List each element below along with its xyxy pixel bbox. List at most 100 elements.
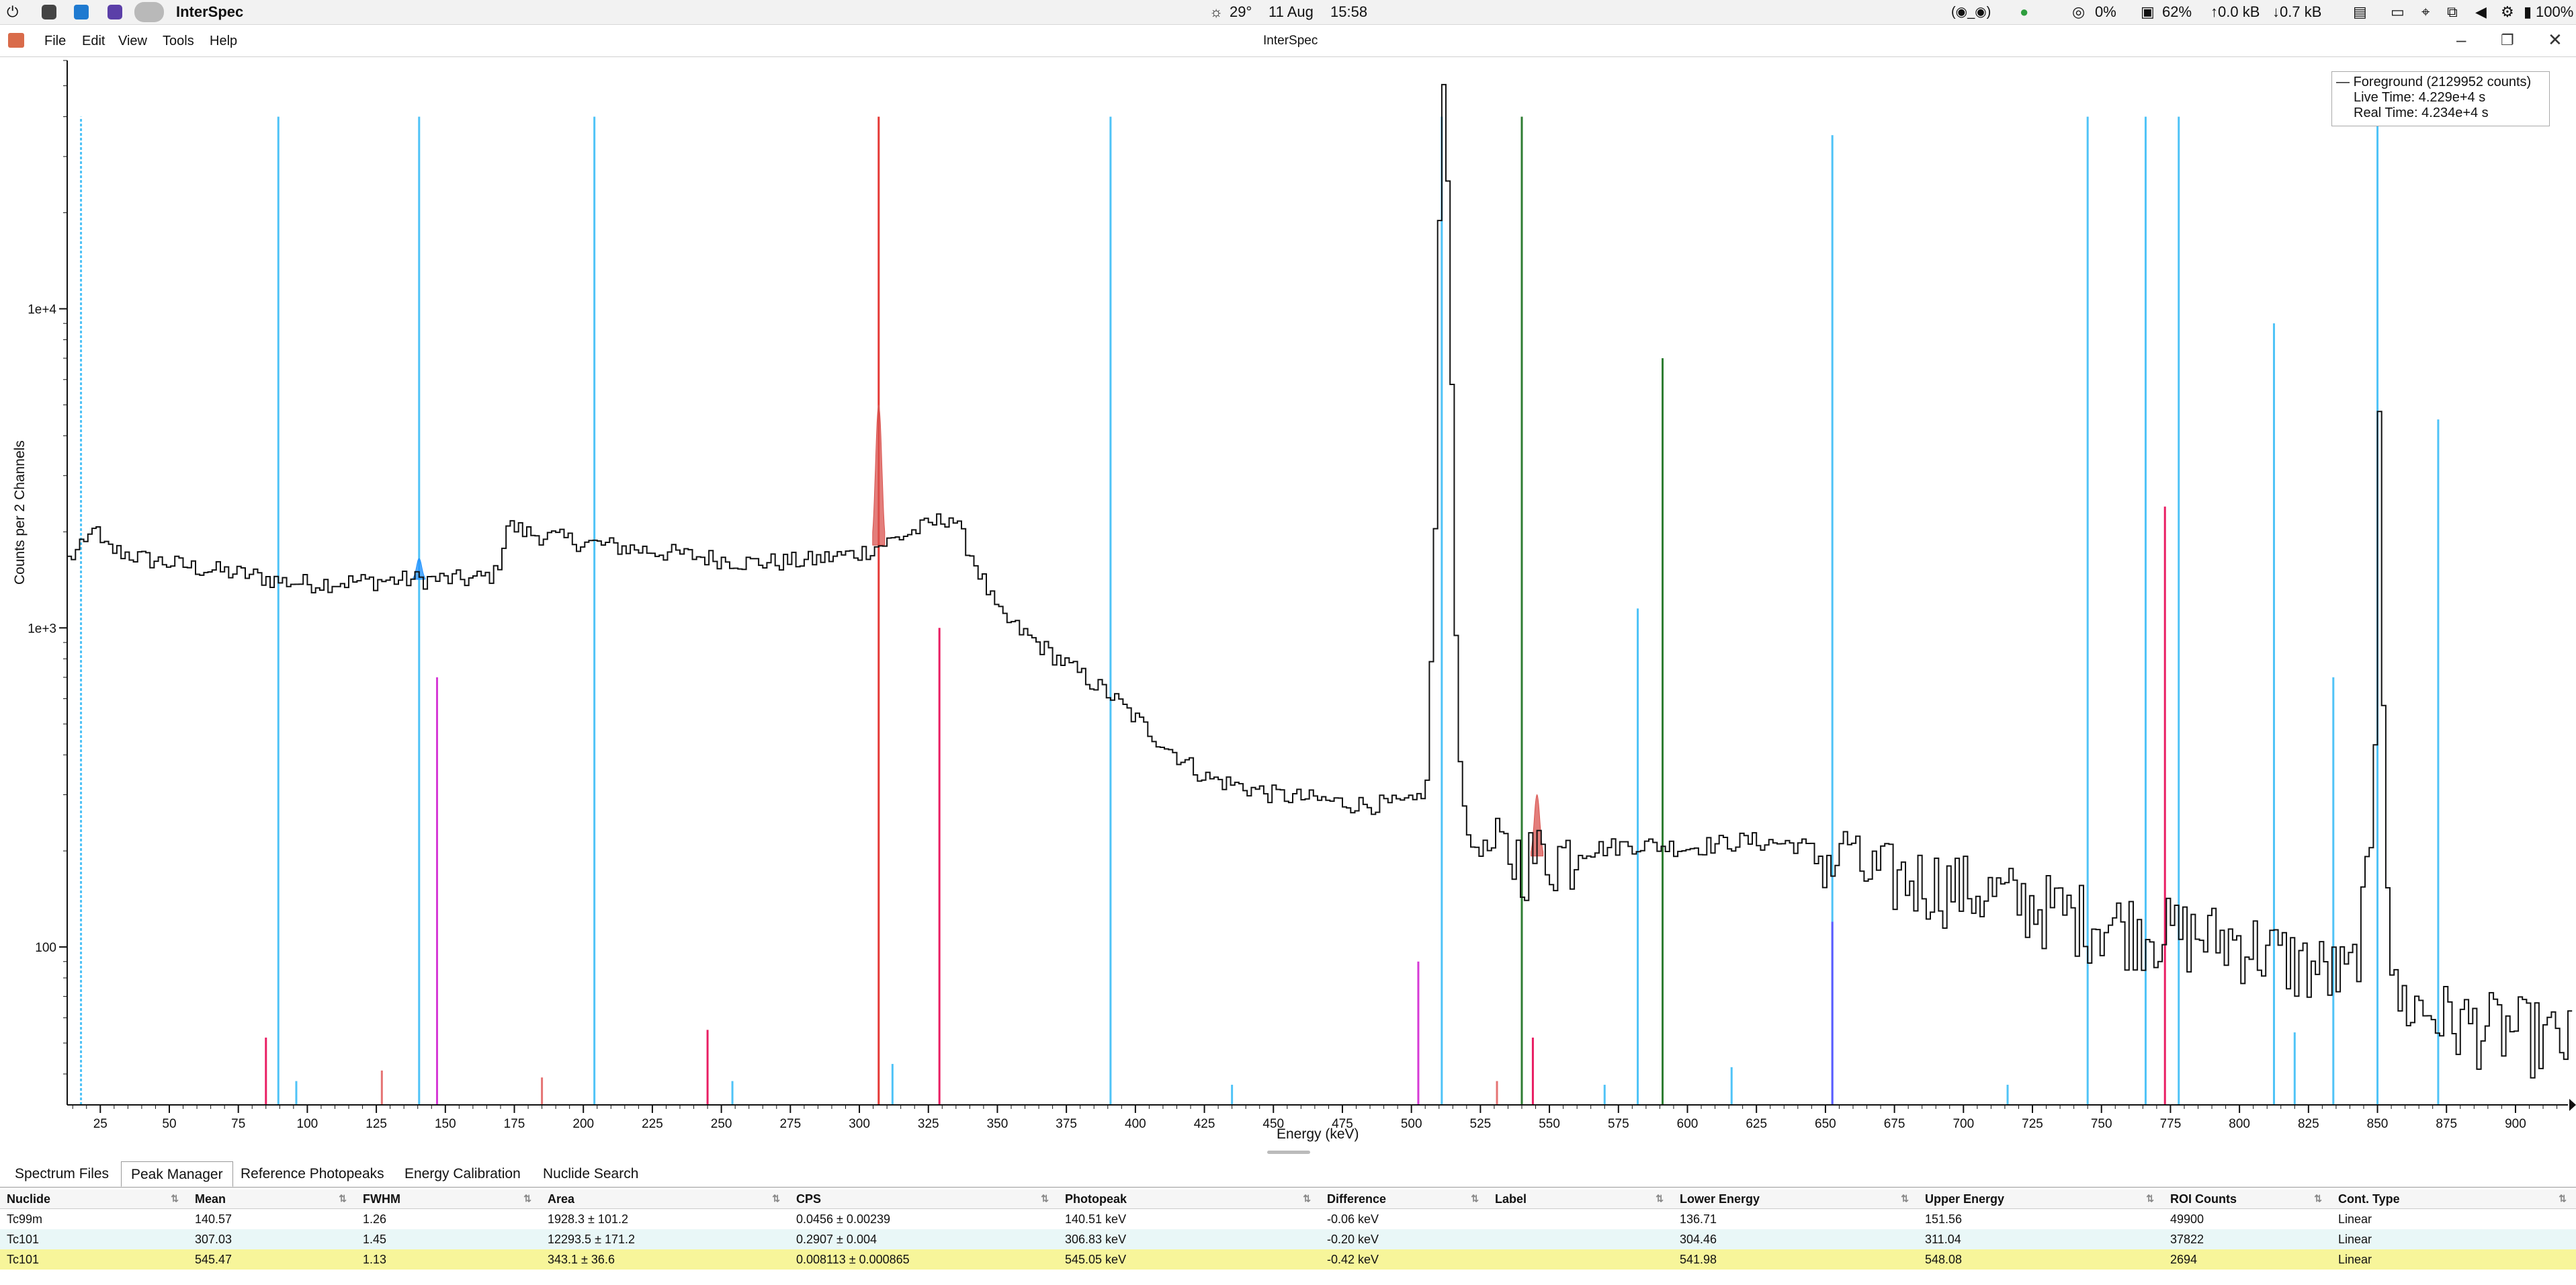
col-header[interactable]: Label ⇅ <box>1488 1190 1673 1209</box>
table-cell[interactable]: 151.56 <box>1918 1208 2163 1229</box>
x-tick-label: 225 <box>642 1117 663 1131</box>
col-header[interactable]: Mean ⇅ <box>188 1190 356 1209</box>
table-cell[interactable]: 136.71 <box>1673 1208 1918 1229</box>
tab-reference-photopeaks[interactable]: Reference Photopeaks <box>241 1166 384 1182</box>
col-header[interactable]: Cont. Type ⇅ <box>2331 1190 2576 1209</box>
tab-spectrum-files[interactable]: Spectrum Files <box>15 1166 110 1182</box>
table-cell[interactable]: 1.26 <box>356 1208 541 1229</box>
power-icon[interactable]: ⏻ <box>7 3 19 20</box>
volume-icon[interactable]: ◀ <box>2475 3 2487 20</box>
table-cell[interactable]: Linear <box>2331 1229 2576 1249</box>
table-cell[interactable]: 304.46 <box>1673 1229 1918 1249</box>
table-cell[interactable]: 140.57 <box>188 1208 356 1229</box>
x-tick-label: 300 <box>849 1117 870 1131</box>
menu-view[interactable]: View <box>118 34 147 48</box>
table-cell[interactable]: 37822 <box>2163 1229 2331 1249</box>
table-cell[interactable]: -0.42 keV <box>1320 1249 1488 1270</box>
table-cell[interactable]: 1.45 <box>356 1229 541 1249</box>
spectrum-chart[interactable]: 25 50 75 100 125 150 175 200 225 250 275 300 325 350 3… <box>0 58 2576 1157</box>
x-tick-label: 650 <box>1815 1117 1836 1131</box>
vscode-icon[interactable] <box>74 5 89 19</box>
check-icon[interactable]: ● <box>2020 3 2029 20</box>
interspec-logo-icon <box>8 33 24 48</box>
keyboard-icon[interactable]: ▭ <box>2391 3 2405 20</box>
x-tick-label: 600 <box>1677 1117 1699 1131</box>
col-header[interactable]: FWHM ⇅ <box>356 1190 541 1209</box>
table-cell[interactable]: -0.06 keV <box>1320 1208 1488 1229</box>
table-row[interactable]: Tc99m 140.57 1.26 1928.3 ± 101.2 0.0456 ± 0.… <box>0 1208 2576 1229</box>
table-cell[interactable]: Tc101 <box>0 1229 188 1249</box>
x-tick-label: 575 <box>1608 1117 1629 1131</box>
close-icon[interactable]: ✕ <box>2548 30 2563 50</box>
table-cell[interactable]: 548.08 <box>1918 1249 2163 1270</box>
x-tick-label: 825 <box>2298 1117 2319 1131</box>
network-icon[interactable]: ⧉ <box>2447 3 2458 20</box>
table-cell[interactable]: Tc99m <box>0 1208 188 1229</box>
table-cell[interactable]: 2694 <box>2163 1249 2331 1270</box>
app-icon[interactable] <box>108 5 122 19</box>
table-cell[interactable]: 545.05 keV <box>1058 1249 1320 1270</box>
menu-tools[interactable]: Tools <box>163 34 194 48</box>
table-row[interactable]: Tc101 307.03 1.45 12293.5 ± 171.2 0.2907 ± 0… <box>0 1229 2576 1249</box>
col-header[interactable]: Nuclide ⇅ <box>0 1190 188 1209</box>
x-tick-label: 525 <box>1470 1117 1492 1131</box>
table-cell[interactable]: 307.03 <box>188 1229 356 1249</box>
table-cell[interactable]: -0.20 keV <box>1320 1229 1488 1249</box>
sort-icon: ⇅ <box>2314 1193 2322 1204</box>
col-header[interactable]: Photopeak ⇅ <box>1058 1190 1320 1209</box>
x-tick-label: 500 <box>1401 1117 1422 1131</box>
menu-edit[interactable]: Edit <box>82 34 105 48</box>
table-cell[interactable] <box>1488 1229 1673 1249</box>
table-cell[interactable]: 1928.3 ± 101.2 <box>541 1208 789 1229</box>
table-cell[interactable]: 0.008113 ± 0.000865 <box>789 1249 1058 1270</box>
fitted-peaks-layer <box>413 405 1544 857</box>
table-cell[interactable]: 306.83 keV <box>1058 1229 1320 1249</box>
table-cell[interactable]: Linear <box>2331 1208 2576 1229</box>
table-cell[interactable]: Linear <box>2331 1249 2576 1270</box>
col-header[interactable]: Upper Energy ⇅ <box>1918 1190 2163 1209</box>
table-cell[interactable]: 541.98 <box>1673 1249 1918 1270</box>
settings-icon[interactable]: ⚙ <box>2501 3 2514 20</box>
table-cell[interactable]: 49900 <box>2163 1208 2331 1229</box>
table-cell[interactable]: 1.13 <box>356 1249 541 1270</box>
table-cell[interactable] <box>1488 1208 1673 1229</box>
x-tick-label: 275 <box>779 1117 801 1131</box>
tab-peak-manager[interactable]: Peak Manager <box>121 1161 233 1187</box>
tab-nuclide-search[interactable]: Nuclide Search <box>543 1166 639 1182</box>
table-cell[interactable]: 0.2907 ± 0.004 <box>789 1229 1058 1249</box>
menu-file[interactable]: File <box>44 34 67 48</box>
menu-help[interactable]: Help <box>210 34 238 48</box>
col-header[interactable]: Area ⇅ <box>541 1190 789 1209</box>
table-cell[interactable]: 0.0456 ± 0.00239 <box>789 1208 1058 1229</box>
interspec-app-icon[interactable] <box>134 2 164 22</box>
col-header[interactable]: ROI Counts ⇅ <box>2163 1190 2331 1209</box>
resize-handle[interactable] <box>1267 1151 1310 1154</box>
calculator-icon[interactable] <box>42 5 56 19</box>
col-header[interactable]: Lower Energy ⇅ <box>1673 1190 1918 1209</box>
tab-energy-calibration[interactable]: Energy Calibration <box>404 1166 521 1182</box>
table-cell[interactable]: 343.1 ± 36.6 <box>541 1249 789 1270</box>
location-icon[interactable]: ⌖ <box>2421 3 2430 20</box>
x-tick-label: 775 <box>2160 1117 2182 1131</box>
table-cell[interactable] <box>1488 1249 1673 1270</box>
date[interactable]: 11 Aug <box>1269 3 1314 20</box>
col-header[interactable]: Difference ⇅ <box>1320 1190 1488 1209</box>
col-header[interactable]: CPS ⇅ <box>789 1190 1058 1209</box>
minimize-icon[interactable]: – <box>2456 30 2466 50</box>
table-cell[interactable]: 311.04 <box>1918 1229 2163 1249</box>
clock[interactable]: 15:58 <box>1330 3 1368 20</box>
table-cell[interactable]: 12293.5 ± 171.2 <box>541 1229 789 1249</box>
table-cell[interactable]: 545.47 <box>188 1249 356 1270</box>
x-tick-label: 400 <box>1125 1117 1146 1131</box>
vpn-indicator[interactable]: (◉_◉) <box>1951 5 1991 19</box>
spectrum-layer <box>67 83 2573 1079</box>
legend-real-time: Real Time: 4.234e+4 s <box>2354 106 2489 120</box>
sort-icon: ⇅ <box>1656 1193 1664 1204</box>
clipboard-icon[interactable]: ▤ <box>2353 3 2367 20</box>
chart-legend[interactable]: — Foreground (2129952 counts) Live Time:… <box>2331 71 2550 126</box>
table-cell[interactable]: 140.51 keV <box>1058 1208 1320 1229</box>
table-cell[interactable]: Tc101 <box>0 1249 188 1270</box>
x-tick-label: 125 <box>366 1117 387 1131</box>
restore-icon[interactable]: ❐ <box>2501 32 2514 48</box>
table-row[interactable]: Tc101 545.47 1.13 343.1 ± 36.6 0.008113 ± 0.… <box>0 1249 2576 1270</box>
